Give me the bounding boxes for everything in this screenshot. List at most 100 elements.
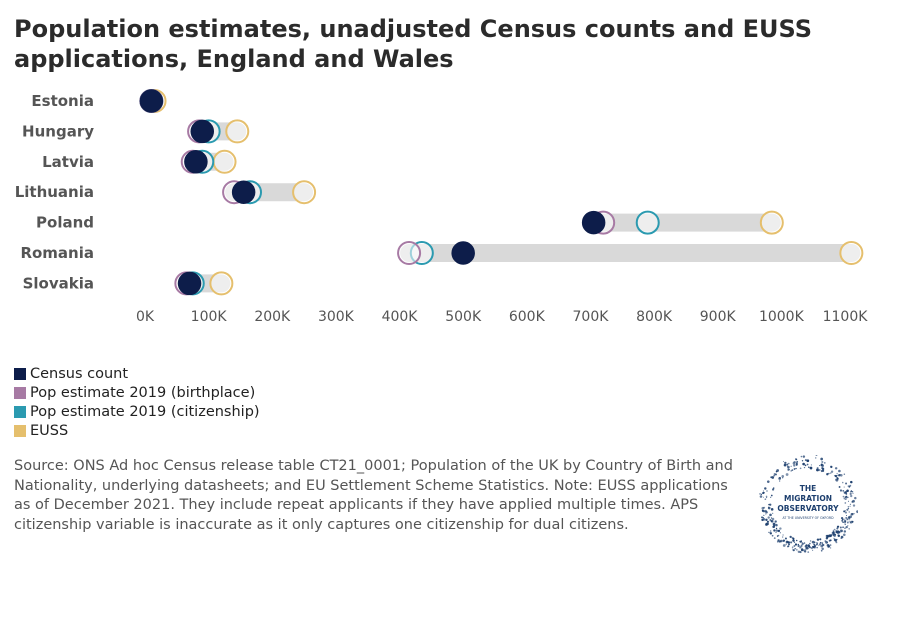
logo-speck xyxy=(835,530,839,534)
logo-speck xyxy=(793,545,796,547)
logo-speck xyxy=(803,466,806,469)
legend-label-euss: EUSS xyxy=(30,422,69,439)
logo-speck xyxy=(820,469,823,473)
logo-speck xyxy=(844,527,846,529)
logo-speck xyxy=(842,526,844,528)
logo-speck xyxy=(821,467,825,471)
logo-speck xyxy=(813,543,816,546)
logo-speck xyxy=(847,525,849,527)
logo-speck xyxy=(819,538,822,541)
logo-speck xyxy=(799,540,801,543)
logo-speck xyxy=(772,522,776,526)
data-point xyxy=(231,180,256,204)
logo-speck xyxy=(810,546,813,550)
logo-speck xyxy=(802,462,805,466)
logo-speck xyxy=(788,462,790,465)
logo-speck xyxy=(797,543,799,546)
logo-speck xyxy=(836,527,839,530)
migration-observatory-logo: THE MIGRATION OBSERVATORY AT THE UNIVERS… xyxy=(759,455,858,554)
logo-speck xyxy=(816,546,818,549)
logo-speck xyxy=(776,535,779,537)
category-label: Slovakia xyxy=(23,274,94,292)
category-label: Poland xyxy=(36,214,94,232)
data-point xyxy=(139,89,164,113)
logo-speck xyxy=(820,457,824,461)
logo-speck xyxy=(842,521,844,524)
logo-speck xyxy=(775,529,778,532)
data-point xyxy=(451,241,475,265)
logo-speck xyxy=(765,495,768,498)
logo-speck xyxy=(804,550,807,553)
logo-speck xyxy=(833,528,836,531)
logo-speck xyxy=(819,465,821,467)
x-tick-label: 0K xyxy=(136,309,155,325)
logo-speck xyxy=(825,540,828,544)
logo-speck xyxy=(764,509,767,513)
logo-speck xyxy=(775,473,777,476)
logo-speck xyxy=(797,544,800,548)
x-tick-label: 700K xyxy=(573,309,610,325)
logo-speck xyxy=(830,470,834,473)
logo-speck xyxy=(773,529,776,532)
logo-speck xyxy=(838,486,841,488)
logo-speck xyxy=(804,545,808,548)
logo-speck xyxy=(846,489,849,493)
logo-speck xyxy=(841,481,844,484)
logo-speck xyxy=(769,513,772,517)
logo-speck xyxy=(843,491,847,494)
logo-speck xyxy=(786,465,789,468)
logo-speck xyxy=(779,480,781,482)
logo-speck xyxy=(849,503,851,505)
logo-speck xyxy=(839,473,841,476)
logo-speck xyxy=(762,516,764,519)
x-tick-label: 500K xyxy=(445,309,482,325)
logo-speck xyxy=(769,503,772,506)
logo-speck xyxy=(828,534,831,536)
logo-speck xyxy=(843,521,846,524)
logo-speck xyxy=(771,476,775,479)
logo-speck xyxy=(815,544,817,546)
logo-speck xyxy=(769,530,772,532)
logo-speck xyxy=(845,525,848,529)
logo-speck xyxy=(815,457,817,459)
data-point xyxy=(184,150,208,174)
logo-speck xyxy=(786,463,789,466)
logo-speck xyxy=(829,539,832,542)
logo-speck xyxy=(839,489,843,492)
logo-speck xyxy=(833,532,835,535)
logo-speck xyxy=(813,545,816,549)
logo-speck xyxy=(795,458,798,461)
logo-speck xyxy=(848,528,850,530)
logo-speck xyxy=(782,539,785,542)
x-tick-label: 1100K xyxy=(823,309,869,325)
logo-speck xyxy=(826,473,829,476)
logo-speck xyxy=(830,472,832,474)
logo-speck xyxy=(785,461,787,464)
logo-speck xyxy=(767,506,771,510)
logo-speck xyxy=(840,529,843,533)
logo-speck xyxy=(763,492,765,494)
logo-text-line: THE xyxy=(800,484,817,493)
logo-speck xyxy=(838,531,841,534)
logo-speck xyxy=(767,516,770,519)
category-label: Estonia xyxy=(31,92,94,110)
logo-speck xyxy=(766,490,768,492)
logo-speck xyxy=(791,546,794,549)
logo-speck xyxy=(844,510,846,512)
logo-speck xyxy=(834,474,838,478)
logo-speck xyxy=(852,492,854,494)
logo-speck xyxy=(852,504,856,507)
category-label: Romania xyxy=(20,244,94,262)
legend: Census count Pop estimate 2019 (birthpla… xyxy=(14,364,260,440)
logo-speck xyxy=(830,547,832,549)
logo-speck xyxy=(773,537,776,540)
logo-speck xyxy=(856,510,858,514)
logo-speck xyxy=(783,463,787,467)
logo-speck xyxy=(771,488,775,491)
logo-speck xyxy=(790,465,792,467)
logo-speck xyxy=(763,514,765,517)
logo-speck xyxy=(762,496,764,498)
x-tick-label: 300K xyxy=(318,309,355,325)
logo-speck xyxy=(791,469,794,471)
logo-speck xyxy=(785,473,789,476)
